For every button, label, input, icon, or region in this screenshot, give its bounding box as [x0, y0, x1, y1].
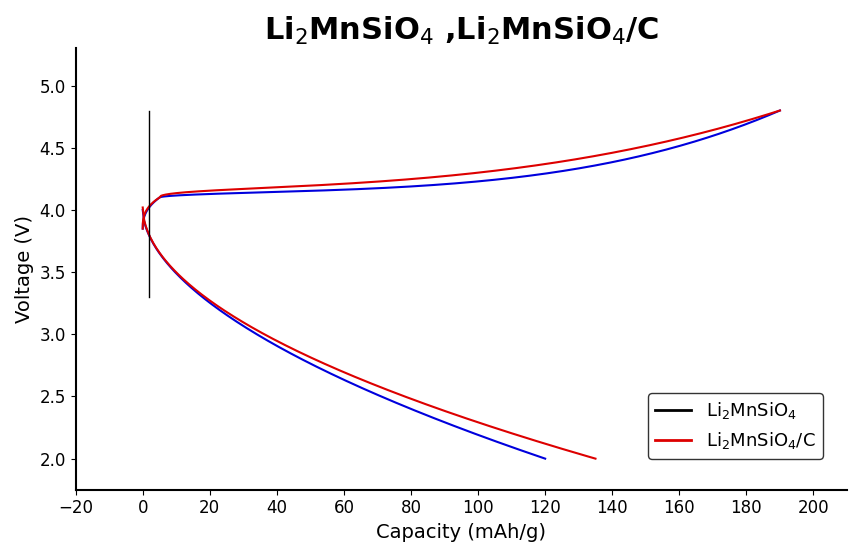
X-axis label: Capacity (mAh/g): Capacity (mAh/g): [376, 523, 546, 542]
Legend: Li$_2$MnSiO$_4$, Li$_2$MnSiO$_4$/C: Li$_2$MnSiO$_4$, Li$_2$MnSiO$_4$/C: [647, 393, 821, 458]
Title: Li$_2$MnSiO$_4$ ,Li$_2$MnSiO$_4$/C: Li$_2$MnSiO$_4$ ,Li$_2$MnSiO$_4$/C: [263, 15, 658, 47]
Y-axis label: Voltage (V): Voltage (V): [15, 215, 34, 323]
